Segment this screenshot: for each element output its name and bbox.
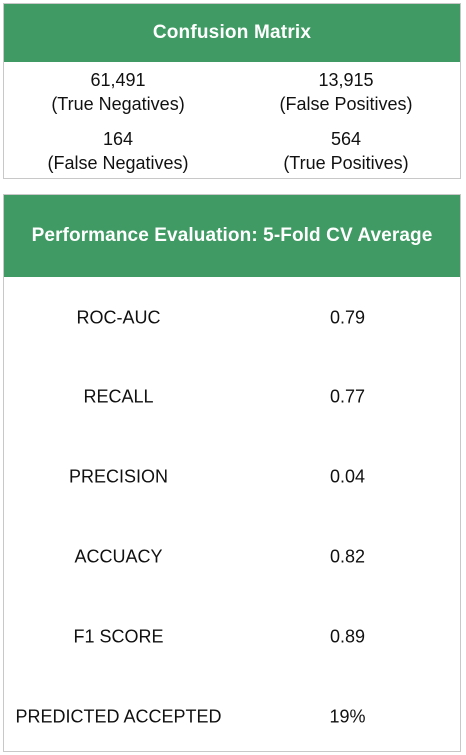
true-negatives-label: (True Negatives) — [51, 93, 185, 114]
false-negatives-cell: 164 (False Negatives) — [4, 121, 232, 180]
true-negatives-cell: 61,491 (True Negatives) — [4, 62, 232, 121]
metric-value: 0.77 — [329, 386, 366, 407]
metric-row: ROC-AUC 0.79 — [4, 298, 460, 338]
confusion-matrix-panel: Confusion Matrix 61,491 (True Negatives)… — [3, 3, 461, 179]
performance-table: ROC-AUC 0.79 RECALL 0.77 PRECISION 0.04 … — [4, 277, 460, 753]
performance-panel: Performance Evaluation: 5-Fold CV Averag… — [3, 194, 461, 752]
metric-name: ROC-AUC — [76, 307, 161, 328]
false-positives-label: (False Positives) — [279, 93, 413, 114]
metric-value: 0.04 — [329, 466, 366, 487]
false-positives-cell: 13,915 (False Positives) — [232, 62, 460, 121]
confusion-matrix-title: Confusion Matrix — [152, 22, 312, 43]
metric-row: F1 SCORE 0.89 — [4, 617, 460, 657]
metric-value: 0.82 — [329, 546, 366, 567]
false-negatives-value: 164 — [102, 128, 134, 149]
true-positives-label: (True Positives) — [283, 152, 409, 173]
confusion-matrix-grid: 61,491 (True Negatives) 13,915 (False Po… — [4, 62, 460, 180]
metric-name: F1 SCORE — [73, 626, 164, 647]
metric-name: ACCUACY — [74, 546, 163, 567]
performance-title: Performance Evaluation: 5-Fold CV Averag… — [31, 225, 433, 246]
metric-value: 19% — [329, 706, 366, 727]
true-positives-value: 564 — [330, 128, 362, 149]
metric-name: PREDICTED ACCEPTED — [15, 706, 222, 727]
false-negatives-label: (False Negatives) — [47, 152, 189, 173]
true-negatives-value: 61,491 — [90, 69, 146, 90]
metric-row: PRECISION 0.04 — [4, 457, 460, 497]
metric-row: PREDICTED ACCEPTED 19% — [4, 697, 460, 737]
metric-name: RECALL — [83, 386, 154, 407]
metric-value: 0.79 — [329, 307, 366, 328]
true-positives-cell: 564 (True Positives) — [232, 121, 460, 180]
performance-header: Performance Evaluation: 5-Fold CV Averag… — [4, 195, 460, 277]
metric-row: RECALL 0.77 — [4, 377, 460, 417]
metric-name: PRECISION — [68, 466, 169, 487]
confusion-matrix-header: Confusion Matrix — [4, 4, 460, 62]
false-positives-value: 13,915 — [318, 69, 374, 90]
metric-row: ACCUACY 0.82 — [4, 537, 460, 577]
metric-value: 0.89 — [329, 626, 366, 647]
